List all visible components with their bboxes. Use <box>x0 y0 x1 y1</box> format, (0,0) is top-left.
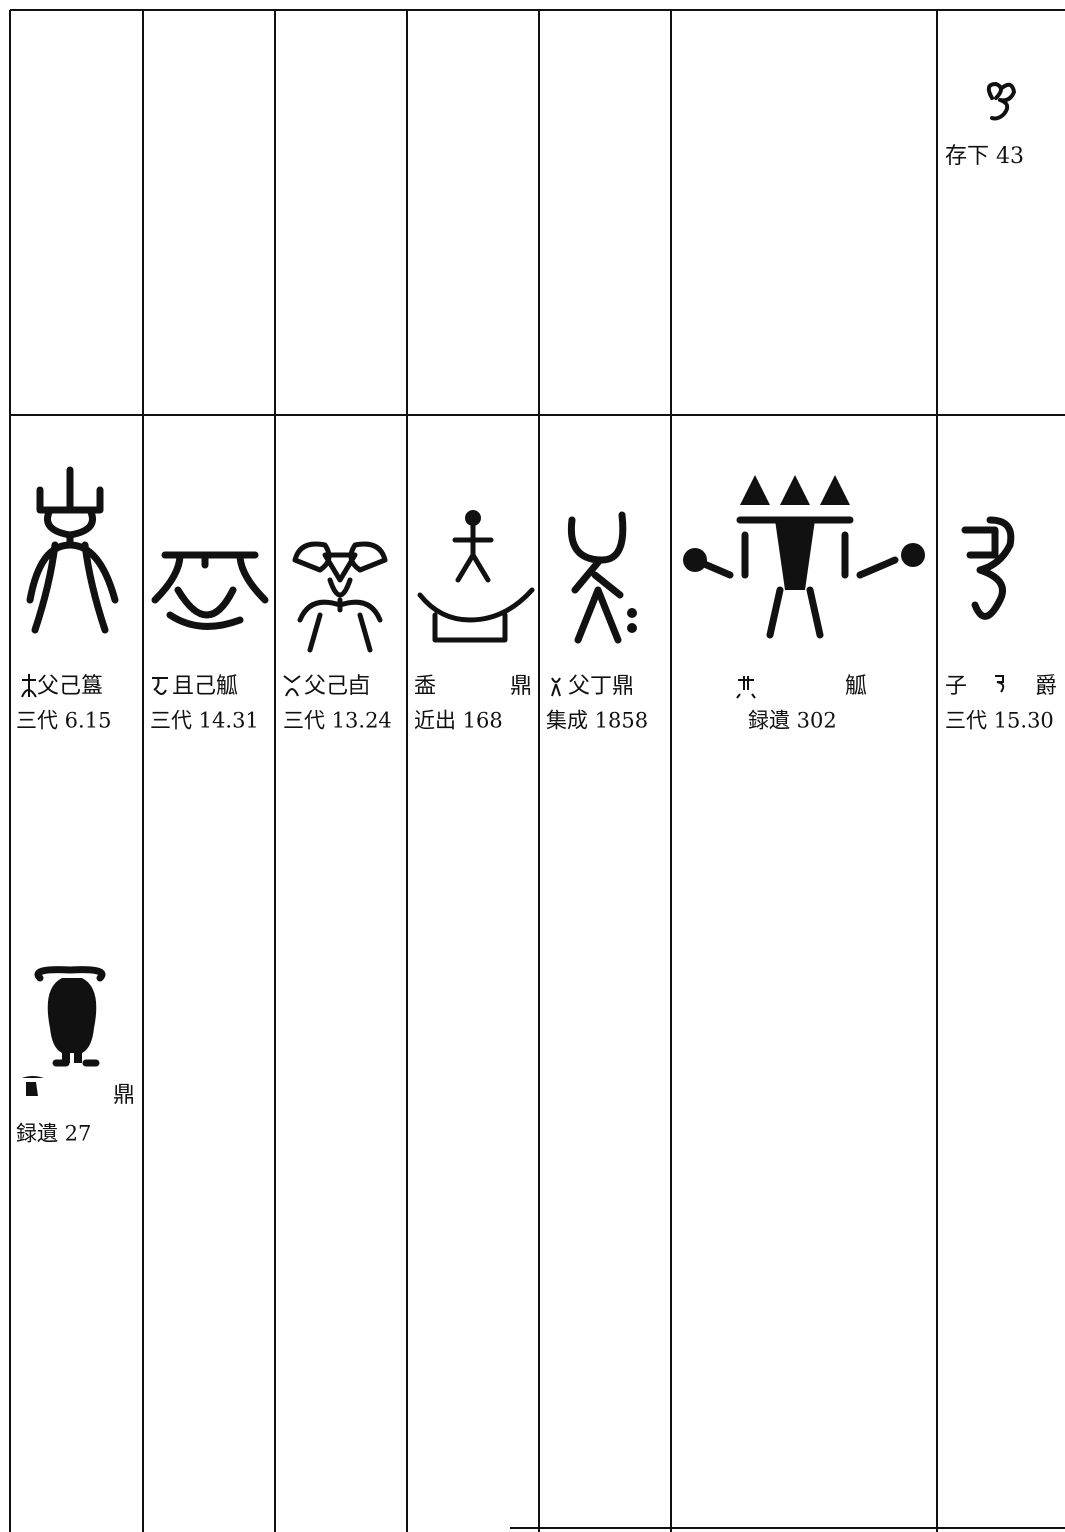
glyph <box>292 541 388 653</box>
source: 三代 13.24 <box>283 709 392 733</box>
glyph <box>961 516 1015 620</box>
source: 存下 43 <box>945 144 1024 169</box>
source: 三代 6.15 <box>16 709 111 733</box>
name: 爵 <box>1035 674 1057 699</box>
name: 父丁鼎 <box>568 674 634 699</box>
name: 父己卣 <box>304 674 370 699</box>
caption-glyph <box>21 674 1005 1096</box>
table-grid <box>9 9 1065 1532</box>
glyph <box>26 466 119 634</box>
name: 盉 <box>414 674 436 699</box>
glyph <box>151 551 269 630</box>
source: 集成 1858 <box>546 709 648 733</box>
source: 録遺 302 <box>748 709 837 733</box>
name: 且己觚 <box>172 674 238 699</box>
glyph <box>567 511 637 644</box>
name: 鼎 <box>510 674 532 699</box>
name: 鼎 <box>113 1083 135 1108</box>
name: 父己簋 <box>37 674 103 699</box>
source: 三代 14.31 <box>150 709 259 733</box>
source: 三代 15.30 <box>945 709 1054 733</box>
glyph <box>986 82 1016 121</box>
glyph <box>417 510 535 643</box>
glyph <box>34 966 106 1067</box>
source: 近出 168 <box>414 709 503 733</box>
source: 録遺 27 <box>16 1122 91 1146</box>
glyph <box>683 475 925 639</box>
name: 子 <box>945 674 967 699</box>
name: 觚 <box>845 674 867 699</box>
